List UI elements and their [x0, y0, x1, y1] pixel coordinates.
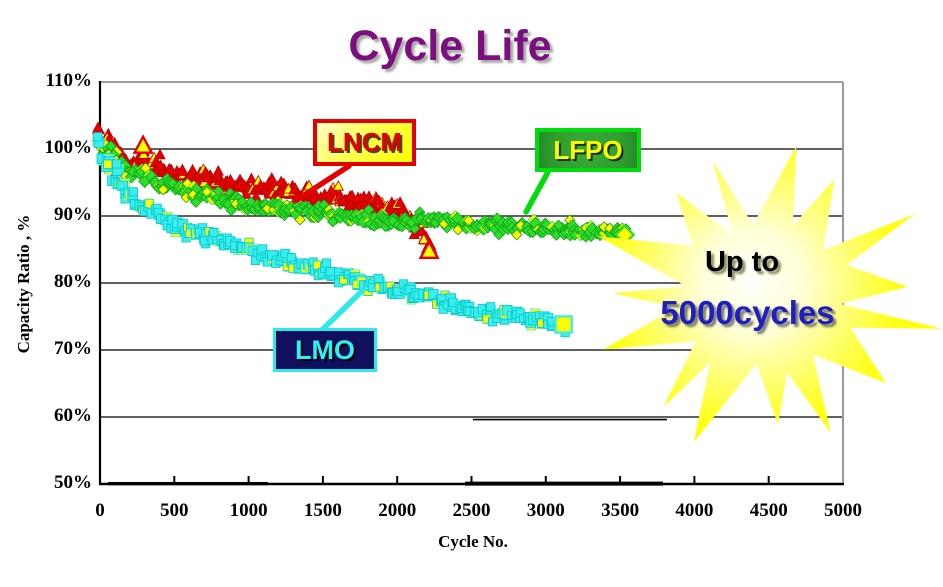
series-label-lfpo-text: LFPO — [553, 134, 623, 165]
series-label-lncm-text: LNCM — [326, 127, 403, 157]
series-label-lncm: LNCM — [313, 119, 416, 166]
burst-text-5000cycles: 5000cycles — [660, 294, 835, 331]
series-label-lfpo: LFPO — [535, 128, 641, 172]
chart-title: Cycle Life — [348, 22, 552, 70]
y-tick-label: 110% — [45, 70, 92, 91]
series-lmo — [92, 132, 573, 338]
starburst-shape — [598, 146, 942, 443]
y-tick-label: 50% — [54, 472, 92, 493]
x-tick-label: 1500 — [303, 500, 342, 521]
lncm-leader-line — [292, 163, 352, 204]
x-axis-title: Cycle No. — [438, 532, 508, 551]
x-tick-label: 5000 — [824, 500, 862, 521]
lmo-leader-line — [319, 288, 365, 333]
x-tick-label: 4500 — [749, 500, 788, 521]
burst-text-up-to: Up to — [704, 246, 780, 278]
x-tick-label: 500 — [160, 500, 189, 521]
x-tick-label: 0 — [95, 500, 105, 521]
y-tick-label: 60% — [54, 405, 92, 426]
x-tick-label: 3000 — [526, 500, 565, 521]
lfpo-leader-line — [523, 169, 551, 215]
x-tick-label: 2500 — [452, 500, 491, 521]
x-tick-label: 1000 — [229, 500, 268, 521]
y-tick-label: 70% — [54, 338, 92, 359]
x-tick-label: 4000 — [675, 500, 714, 521]
series-label-lmo: LMO — [273, 328, 377, 372]
series-label-lmo-text: LMO — [295, 334, 355, 365]
y-tick-label: 90% — [54, 204, 92, 225]
x-tick-label: 2000 — [378, 500, 417, 521]
y-tick-label: 80% — [54, 271, 92, 292]
x-tick-label: 3500 — [601, 500, 640, 521]
y-axis-title: Capacity Ratio , % — [14, 214, 33, 354]
y-tick-label: 100% — [44, 137, 93, 158]
